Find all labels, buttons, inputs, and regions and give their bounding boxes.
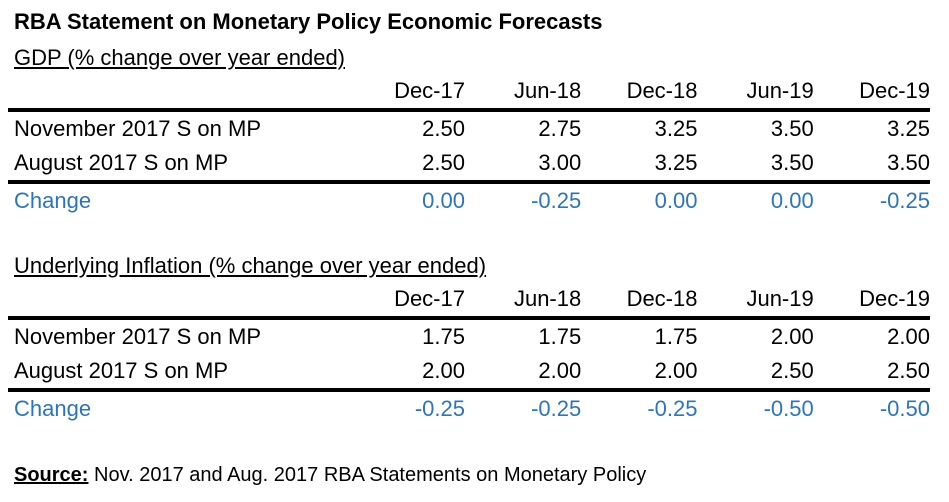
inflation-row-change: Change -0.25 -0.25 -0.25 -0.50 -0.50 — [8, 390, 930, 426]
row-label: August 2017 S on MP — [8, 354, 349, 392]
table-cell: -0.25 — [879, 188, 930, 213]
row-label: November 2017 S on MP — [14, 116, 262, 141]
gdp-table: Dec-17 Jun-18 Dec-18 Jun-19 Dec-19 Novem… — [8, 74, 930, 218]
column-header-blank — [8, 282, 349, 320]
column-header: Jun-19 — [697, 74, 814, 112]
column-header: Dec-17 — [348, 74, 465, 112]
table-cell: -0.25 — [647, 396, 698, 421]
table-cell: 2.00 — [464, 354, 582, 392]
inflation-table: Dec-17 Jun-18 Dec-18 Jun-19 Dec-19 Novem… — [8, 282, 930, 426]
table-cell: 2.00 — [887, 324, 930, 349]
column-header: Dec-19 — [813, 282, 930, 320]
inflation-heading: Underlying Inflation (% change over year… — [14, 253, 487, 278]
table-cell: 3.25 — [887, 116, 930, 141]
gdp-row-august: August 2017 S on MP 2.50 3.00 3.25 3.50 … — [8, 146, 930, 184]
source-note: Source: Nov. 2017 and Aug. 2017 RBA Stat… — [14, 462, 646, 488]
table-cell: 3.00 — [464, 146, 582, 184]
table-cell: -0.25 — [531, 188, 582, 213]
column-header: Dec-18 — [581, 282, 698, 320]
table-cell: 2.50 — [348, 146, 465, 184]
inflation-row-august: August 2017 S on MP 2.00 2.00 2.00 2.50 … — [8, 354, 930, 392]
table-cell: 1.75 — [422, 324, 465, 349]
row-label: November 2017 S on MP — [14, 324, 262, 349]
table-cell: 1.75 — [538, 324, 582, 349]
table-cell: -0.25 — [531, 396, 582, 421]
table-cell: 2.50 — [422, 116, 465, 141]
column-header: Jun-19 — [697, 282, 814, 320]
column-header: Jun-18 — [464, 282, 582, 320]
table-cell: 2.50 — [697, 354, 814, 392]
table-cell: 2.00 — [348, 354, 465, 392]
source-label: Source: — [14, 464, 89, 486]
column-header: Jun-18 — [464, 74, 582, 112]
table-cell: -0.25 — [414, 396, 465, 421]
table-cell: 0.00 — [770, 188, 814, 213]
table-cell: 3.50 — [770, 116, 814, 141]
table-cell: 3.25 — [654, 116, 698, 141]
column-header: Dec-17 — [348, 282, 465, 320]
row-label: August 2017 S on MP — [8, 146, 349, 184]
row-label: Change — [14, 396, 92, 421]
gdp-row-change: Change 0.00 -0.25 0.00 0.00 -0.25 — [8, 182, 930, 218]
table-cell: 2.75 — [538, 116, 582, 141]
page-title: RBA Statement on Monetary Policy Economi… — [14, 9, 603, 34]
table-cell: 3.50 — [813, 146, 930, 184]
table-cell: -0.50 — [879, 396, 930, 421]
table-cell: 3.25 — [581, 146, 698, 184]
gdp-heading: GDP (% change over year ended) — [14, 45, 345, 70]
inflation-header-row: Dec-17 Jun-18 Dec-18 Jun-19 Dec-19 — [8, 282, 930, 320]
column-header-blank — [8, 74, 349, 112]
table-cell: 3.50 — [697, 146, 814, 184]
table-cell: 2.00 — [581, 354, 698, 392]
gdp-row-november: November 2017 S on MP 2.50 2.75 3.25 3.5… — [8, 110, 930, 146]
table-cell: 2.00 — [770, 324, 814, 349]
table-cell: 1.75 — [654, 324, 698, 349]
table-cell: 2.50 — [813, 354, 930, 392]
column-header: Dec-19 — [813, 74, 930, 112]
row-label: Change — [14, 188, 92, 213]
column-header: Dec-18 — [581, 74, 698, 112]
source-text: Nov. 2017 and Aug. 2017 RBA Statements o… — [88, 464, 647, 486]
inflation-row-november: November 2017 S on MP 1.75 1.75 1.75 2.0… — [8, 318, 930, 354]
table-cell: 0.00 — [654, 188, 698, 213]
table-cell: 0.00 — [422, 188, 465, 213]
gdp-header-row: Dec-17 Jun-18 Dec-18 Jun-19 Dec-19 — [8, 74, 930, 112]
table-cell: -0.50 — [763, 396, 814, 421]
